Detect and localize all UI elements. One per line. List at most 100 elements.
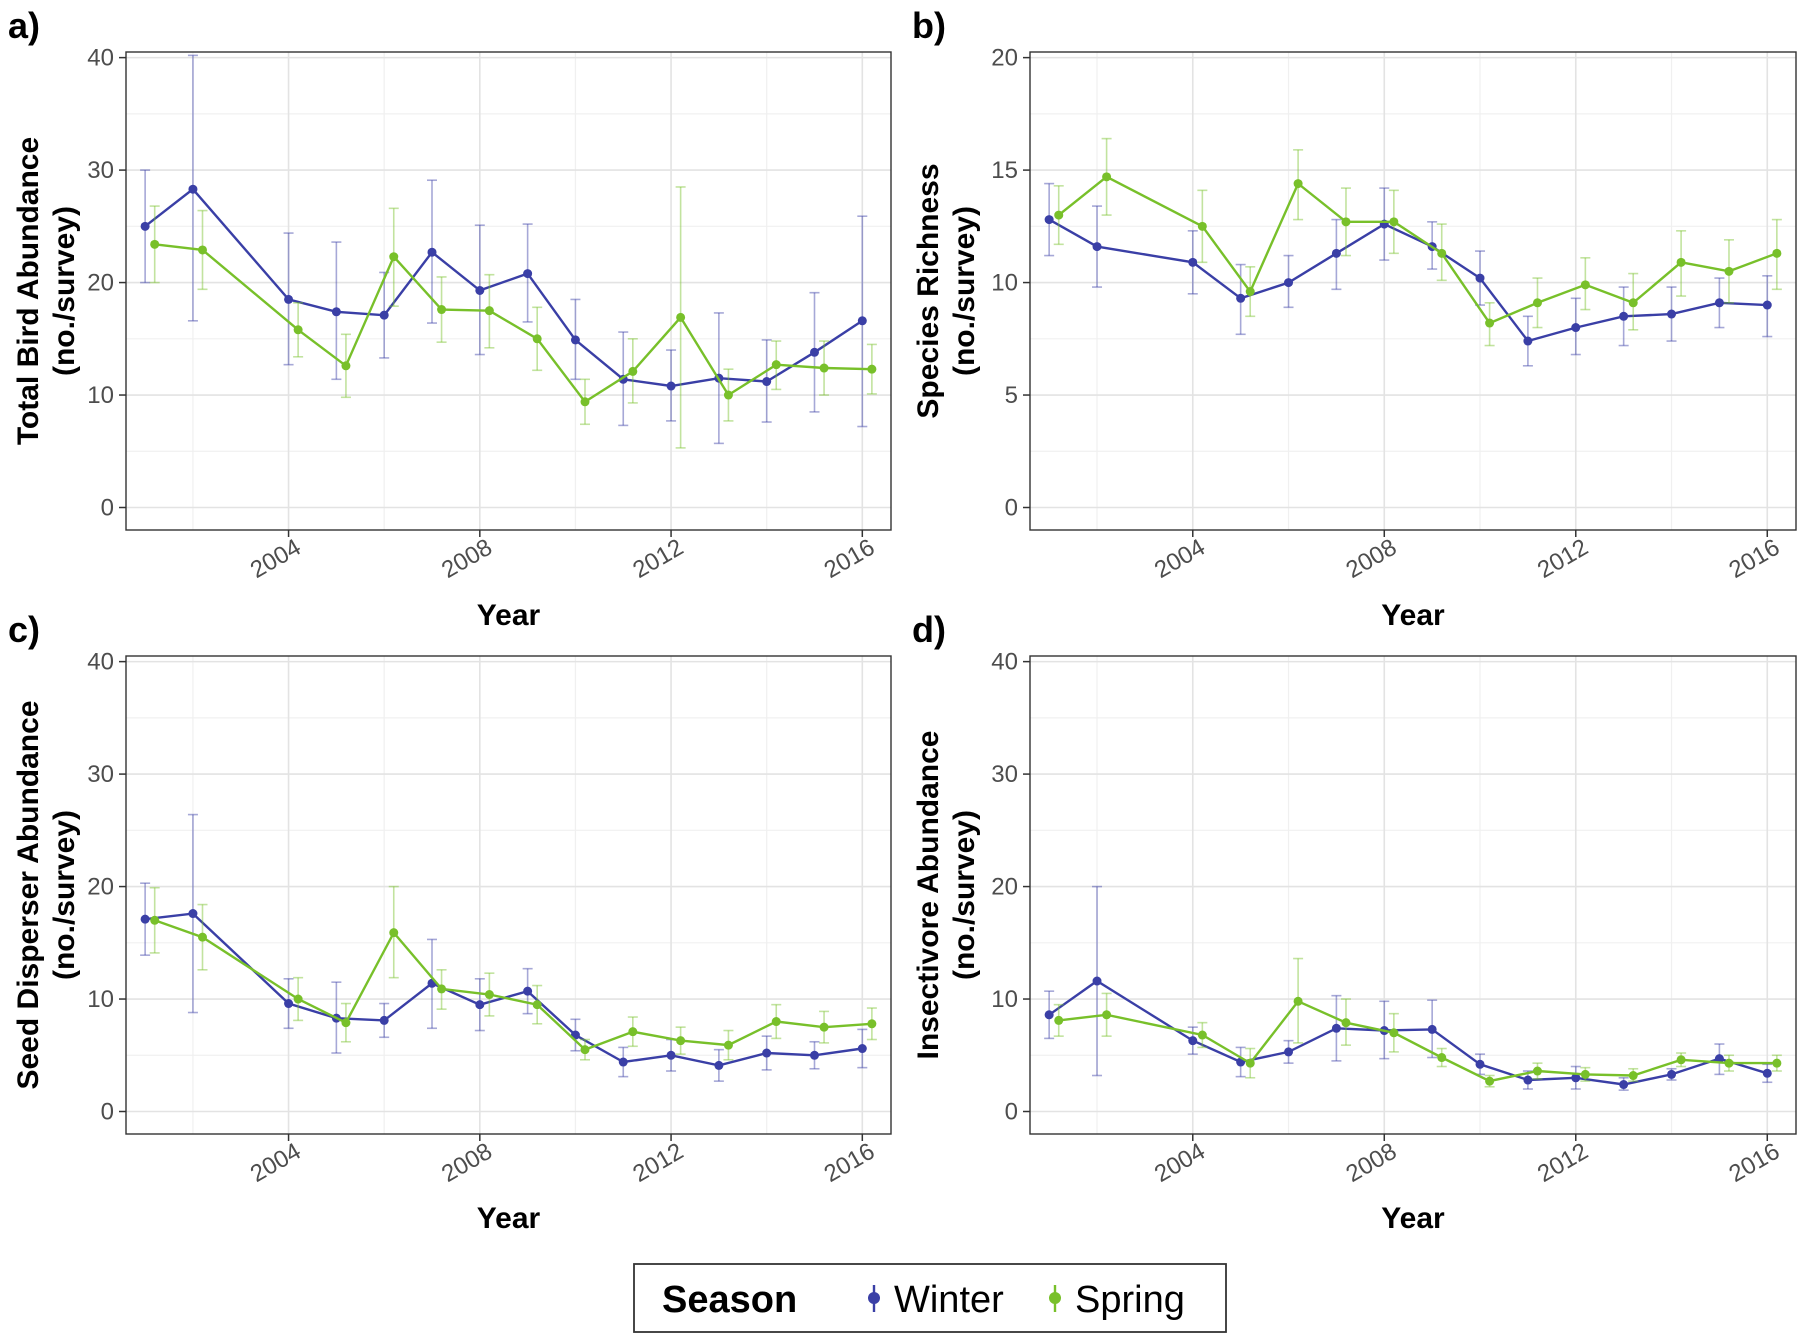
series-spring bbox=[1053, 957, 1782, 1088]
data-point bbox=[484, 306, 494, 316]
y-tick-label: 40 bbox=[87, 45, 114, 72]
data-point bbox=[1341, 217, 1351, 227]
legend-key-point bbox=[868, 1292, 880, 1304]
data-point bbox=[284, 294, 294, 304]
data-point bbox=[1772, 248, 1782, 258]
y-tick-label: 20 bbox=[991, 874, 1018, 901]
data-point bbox=[1475, 1059, 1485, 1069]
x-tick-label: 2004 bbox=[246, 1138, 306, 1188]
data-point bbox=[379, 310, 389, 320]
y-tick-label: 10 bbox=[991, 986, 1018, 1013]
legend-key-spring bbox=[1049, 1285, 1061, 1312]
x-axis-title: Year bbox=[477, 599, 541, 632]
data-point bbox=[1284, 1047, 1294, 1057]
data-point bbox=[1762, 300, 1772, 310]
panel-1: 0 10 20 30 40 2004 2008 2012 2016 a) Year Total Bir… bbox=[8, 5, 892, 632]
data-point bbox=[1714, 298, 1724, 308]
legend-key-point bbox=[1049, 1292, 1061, 1304]
data-point bbox=[1724, 1058, 1734, 1068]
y-tick-label: 10 bbox=[87, 986, 114, 1013]
data-point bbox=[714, 1060, 724, 1070]
y-tick-label: 20 bbox=[87, 874, 114, 901]
data-point bbox=[1437, 1053, 1447, 1063]
data-point bbox=[1676, 1055, 1686, 1065]
data-point bbox=[618, 1057, 628, 1067]
data-point bbox=[1762, 1068, 1772, 1078]
data-point bbox=[676, 1036, 686, 1046]
plot-background bbox=[126, 656, 891, 1134]
data-point bbox=[523, 269, 533, 279]
panel-label: d) bbox=[912, 609, 946, 650]
data-point bbox=[437, 305, 447, 315]
x-tick-label: 2004 bbox=[1150, 1138, 1210, 1188]
y-tick-label: 0 bbox=[101, 1099, 114, 1126]
y-axis-title-line: Insectivore Abundance bbox=[912, 731, 945, 1060]
data-point bbox=[867, 364, 877, 374]
data-point bbox=[140, 914, 150, 924]
data-point bbox=[628, 366, 638, 376]
x-tick-label: 2008 bbox=[1342, 1138, 1402, 1188]
data-point bbox=[771, 1017, 781, 1027]
y-tick-label: 20 bbox=[991, 45, 1018, 72]
y-tick-label: 5 bbox=[1005, 382, 1018, 409]
y-axis-title: Species Richness (no./survey) bbox=[912, 163, 981, 418]
x-tick-label: 2012 bbox=[628, 534, 688, 584]
data-point bbox=[1485, 318, 1495, 328]
y-axis-title: Total Bird Abundance (no./survey) bbox=[12, 137, 81, 445]
data-point bbox=[580, 1045, 590, 1055]
data-point bbox=[1628, 298, 1638, 308]
data-point bbox=[1532, 1066, 1542, 1076]
panel-label: b) bbox=[912, 5, 946, 46]
data-point bbox=[379, 1015, 389, 1025]
data-point bbox=[1197, 1030, 1207, 1040]
data-point bbox=[1523, 336, 1533, 346]
data-point bbox=[1437, 248, 1447, 258]
series-winter bbox=[1044, 182, 1773, 367]
y-tick-label: 0 bbox=[101, 495, 114, 522]
data-point bbox=[819, 1022, 829, 1032]
data-point bbox=[1331, 248, 1341, 258]
data-point bbox=[1532, 298, 1542, 308]
data-point bbox=[1667, 1069, 1677, 1079]
data-point bbox=[1772, 1058, 1782, 1068]
data-point bbox=[437, 984, 447, 994]
data-point bbox=[341, 361, 351, 371]
data-point bbox=[1293, 996, 1303, 1006]
data-point bbox=[1341, 1018, 1351, 1028]
x-axis-title: Year bbox=[1381, 1202, 1445, 1235]
series-winter bbox=[1044, 885, 1773, 1091]
plot-background bbox=[1030, 656, 1796, 1134]
data-point bbox=[532, 1000, 542, 1010]
data-point bbox=[1580, 280, 1590, 290]
y-tick-label: 0 bbox=[1005, 495, 1018, 522]
data-point bbox=[1044, 1010, 1054, 1020]
legend-title: Season bbox=[662, 1279, 797, 1321]
data-point bbox=[389, 928, 399, 938]
series-spring bbox=[149, 186, 877, 449]
x-tick-label: 2016 bbox=[820, 1138, 880, 1188]
panel-2: 0 5 10 15 20 2004 2008 2012 2016 b) Year Species Ri… bbox=[912, 5, 1797, 632]
data-point bbox=[666, 381, 676, 391]
data-point bbox=[762, 377, 772, 387]
x-tick-label: 2008 bbox=[437, 1138, 497, 1188]
data-point bbox=[570, 335, 580, 345]
data-point bbox=[762, 1048, 772, 1058]
data-point bbox=[1054, 210, 1064, 220]
legend-label: Spring bbox=[1075, 1279, 1185, 1321]
y-tick-label: 20 bbox=[87, 270, 114, 297]
data-point bbox=[1676, 257, 1686, 267]
data-point bbox=[198, 245, 207, 255]
data-point bbox=[140, 221, 150, 231]
data-point bbox=[1389, 1028, 1399, 1038]
data-point bbox=[1571, 1073, 1581, 1083]
data-point bbox=[857, 316, 867, 326]
data-point bbox=[1724, 266, 1734, 276]
data-point bbox=[1485, 1076, 1495, 1086]
data-point bbox=[1188, 257, 1198, 267]
plot-border bbox=[125, 51, 892, 531]
data-point bbox=[341, 1018, 351, 1028]
x-tick-label: 2012 bbox=[1533, 534, 1593, 584]
data-point bbox=[1092, 242, 1102, 252]
series-spring bbox=[1053, 137, 1782, 347]
